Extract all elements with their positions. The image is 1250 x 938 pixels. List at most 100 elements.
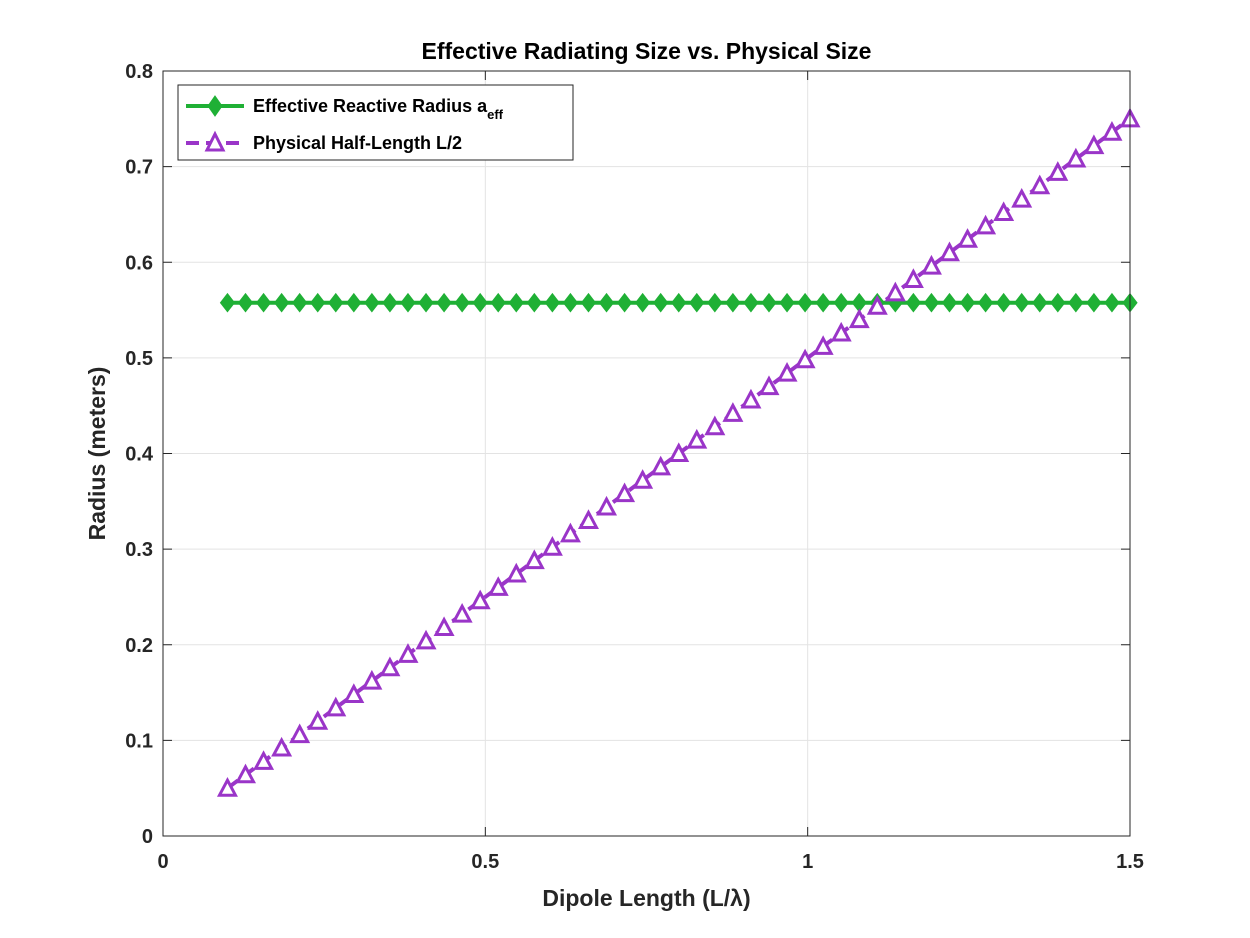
data-point-triangle bbox=[216, 777, 238, 797]
data-point-diamond bbox=[815, 292, 831, 313]
y-tick-label: 0.7 bbox=[125, 157, 153, 179]
data-point-diamond bbox=[508, 292, 524, 313]
data-point-diamond bbox=[490, 292, 506, 313]
data-point-diamond bbox=[996, 292, 1012, 313]
data-point-triangle bbox=[740, 388, 762, 409]
y-tick-label: 0.8 bbox=[125, 61, 153, 83]
data-point-diamond bbox=[400, 292, 416, 313]
data-point-diamond bbox=[472, 292, 488, 313]
data-point-triangle bbox=[866, 295, 888, 315]
data-point-diamond bbox=[1050, 292, 1066, 313]
data-point-triangle bbox=[1083, 134, 1105, 155]
data-point-triangle bbox=[235, 763, 257, 784]
data-point-triangle bbox=[289, 723, 311, 744]
data-point-triangle bbox=[920, 254, 942, 275]
data-point-triangle bbox=[686, 428, 708, 449]
data-point-triangle bbox=[415, 629, 437, 650]
data-point-diamond bbox=[941, 292, 958, 313]
data-point-triangle bbox=[1011, 187, 1033, 208]
series-layer bbox=[216, 107, 1141, 797]
data-point-diamond bbox=[797, 292, 813, 313]
data-point-diamond bbox=[1104, 292, 1120, 313]
data-point-triangle bbox=[253, 750, 275, 770]
data-point-triangle bbox=[632, 469, 654, 489]
x-tick-label: 1.5 bbox=[1116, 851, 1144, 873]
series-effective-radius bbox=[219, 292, 1138, 313]
data-point-triangle bbox=[1065, 147, 1087, 168]
legend-box bbox=[177, 84, 574, 161]
data-point-diamond bbox=[237, 292, 254, 313]
data-point-diamond bbox=[905, 292, 922, 313]
data-point-triangle bbox=[541, 536, 563, 556]
data-point-triangle bbox=[884, 281, 906, 302]
legend-label-effective-radius-subscript: eff bbox=[487, 107, 504, 122]
data-point-diamond bbox=[255, 292, 272, 313]
legend-label-effective-radius: Effective Reactive Radius aeff bbox=[253, 96, 504, 122]
x-tick-label: 0.5 bbox=[471, 851, 499, 873]
data-point-triangle bbox=[577, 509, 599, 529]
legend-item-effective-radius: Effective Reactive Radius aeff bbox=[186, 95, 504, 122]
legend-marker-triangle bbox=[204, 130, 226, 152]
data-point-triangle bbox=[1047, 161, 1069, 181]
data-point-diamond bbox=[761, 292, 777, 313]
data-point-diamond bbox=[544, 292, 561, 313]
data-point-triangle bbox=[812, 335, 834, 355]
data-point-diamond bbox=[454, 292, 470, 313]
data-point-diamond bbox=[292, 292, 308, 313]
data-point-diamond bbox=[634, 292, 651, 313]
data-point-diamond bbox=[977, 292, 994, 313]
y-tick-label: 0.5 bbox=[125, 348, 153, 370]
data-point-diamond bbox=[725, 292, 741, 313]
data-point-triangle bbox=[957, 228, 979, 248]
data-point-triangle bbox=[722, 402, 744, 422]
data-point-diamond bbox=[743, 292, 759, 313]
data-point-triangle bbox=[451, 602, 473, 623]
data-point-triangle bbox=[307, 710, 329, 730]
data-point-diamond bbox=[1086, 292, 1102, 313]
legend: Effective Reactive Radius aeff Physical … bbox=[177, 84, 574, 161]
data-point-diamond bbox=[526, 292, 542, 313]
data-point-diamond bbox=[418, 292, 434, 313]
data-point-diamond bbox=[346, 292, 362, 313]
data-point-diamond bbox=[273, 292, 290, 313]
y-tick-label: 0.4 bbox=[125, 444, 154, 466]
data-point-diamond bbox=[959, 292, 976, 313]
x-tick-label: 0 bbox=[157, 851, 168, 873]
legend-label-physical-half-length: Physical Half-Length L/2 bbox=[253, 133, 462, 153]
grid bbox=[163, 71, 1130, 836]
data-point-diamond bbox=[616, 292, 633, 313]
data-point-triangle bbox=[1029, 174, 1051, 195]
y-axis-label: Radius (meters) bbox=[84, 367, 110, 541]
data-point-diamond bbox=[653, 292, 669, 313]
data-point-triangle bbox=[758, 375, 780, 396]
data-point-triangle bbox=[487, 576, 509, 596]
data-point-triangle bbox=[776, 361, 798, 382]
data-point-triangle bbox=[794, 348, 816, 369]
data-point-diamond bbox=[689, 292, 705, 313]
data-point-triangle bbox=[397, 643, 419, 663]
data-point-diamond bbox=[1014, 292, 1030, 313]
data-point-diamond bbox=[833, 292, 849, 313]
data-point-diamond bbox=[436, 292, 452, 313]
legend-marker-diamond bbox=[207, 95, 223, 117]
data-point-diamond bbox=[328, 292, 344, 313]
data-point-triangle bbox=[361, 669, 383, 690]
data-point-triangle bbox=[505, 562, 527, 583]
data-point-triangle bbox=[523, 549, 545, 570]
data-point-triangle bbox=[596, 495, 618, 516]
data-point-triangle bbox=[993, 201, 1015, 222]
data-point-diamond bbox=[310, 292, 326, 313]
data-point-triangle bbox=[975, 214, 997, 235]
x-tick-label: 1 bbox=[802, 851, 813, 873]
y-tick-label: 0 bbox=[142, 826, 153, 848]
data-point-diamond bbox=[1068, 292, 1084, 313]
x-axis-label: Dipole Length (L/λ) bbox=[542, 885, 750, 911]
data-point-triangle bbox=[704, 415, 726, 436]
data-point-diamond bbox=[580, 292, 597, 313]
data-point-triangle bbox=[325, 696, 347, 717]
y-tick-label: 0.1 bbox=[125, 730, 153, 752]
y-tick-label: 0.6 bbox=[125, 252, 153, 274]
data-point-triangle bbox=[848, 308, 870, 329]
